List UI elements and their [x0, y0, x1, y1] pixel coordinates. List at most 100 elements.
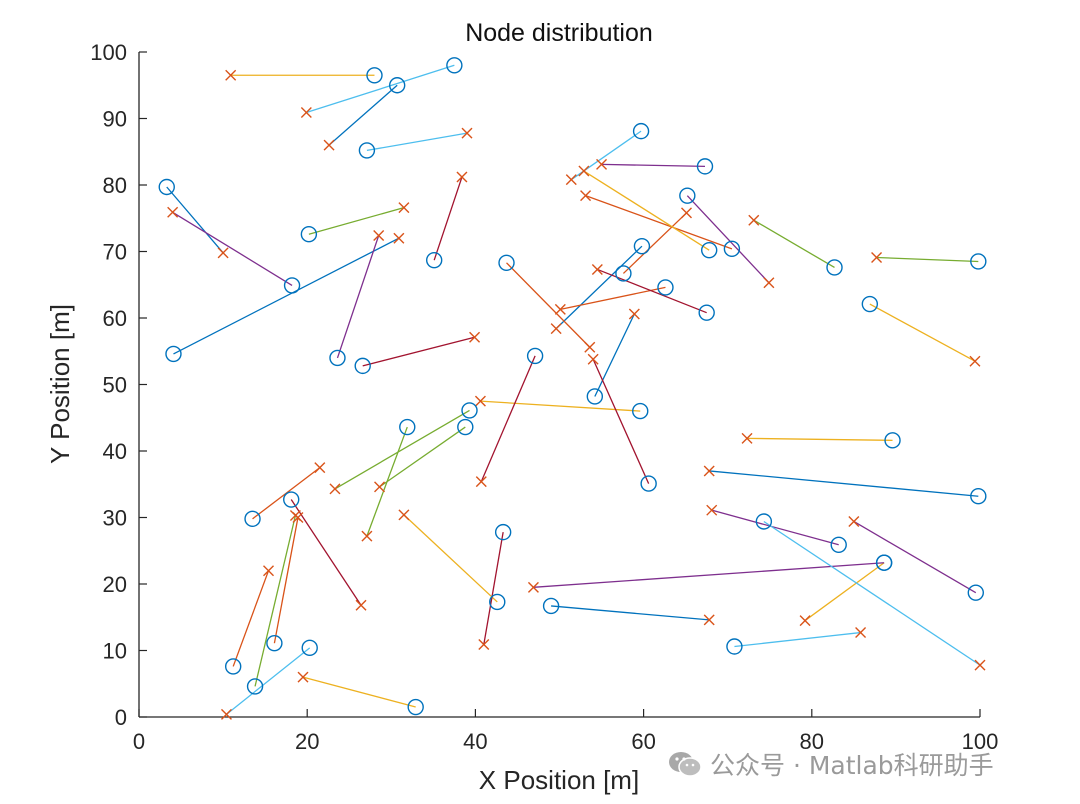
node-cross-marker — [527, 581, 539, 593]
node-circle-marker — [494, 523, 512, 541]
node-circle-marker — [679, 187, 696, 204]
node-circle-marker — [158, 178, 175, 196]
node-cross-marker — [628, 308, 640, 320]
node-circle-marker — [723, 240, 741, 258]
node-cross-marker — [848, 515, 860, 527]
node-cross-marker — [969, 355, 981, 367]
node-cross-marker — [220, 708, 232, 720]
wechat-icon — [669, 752, 702, 777]
node-cross-marker — [323, 139, 335, 151]
link-line — [232, 570, 270, 667]
node-circle-marker — [461, 402, 478, 419]
node-circle-marker — [354, 357, 371, 375]
link-line — [560, 286, 666, 310]
node-cross-marker — [329, 483, 341, 495]
node-circle-marker — [884, 432, 901, 449]
node-circle-marker — [700, 241, 718, 259]
x-axis-title: X Position [m] — [479, 765, 639, 795]
node-cross-marker — [461, 127, 473, 139]
link-line — [362, 336, 475, 367]
node-cross-marker — [748, 214, 760, 226]
link-line — [334, 409, 470, 490]
node-cross-marker — [703, 614, 715, 626]
link-line — [290, 499, 362, 606]
node-cross-marker — [474, 395, 486, 407]
node-circle-marker — [542, 597, 560, 615]
node-circle-marker — [388, 77, 406, 94]
node-circle-marker — [657, 279, 674, 296]
node-circle-marker — [266, 634, 283, 652]
node-circle-marker — [301, 639, 318, 657]
node-cross-marker — [478, 639, 490, 651]
node-cross-marker — [225, 69, 237, 81]
node-circle-marker — [615, 265, 632, 282]
link-line — [555, 245, 643, 330]
node-circle-marker — [696, 158, 714, 175]
y-tick-label: 20 — [103, 572, 127, 597]
node-circle-marker — [640, 475, 657, 492]
node-circle-marker — [300, 226, 318, 243]
axis-ticks: 0 20 40 60 80 100 0 10 20 30 40 50 60 70 80 90 100 — [90, 40, 998, 754]
node-circle-marker — [698, 304, 715, 321]
node-cross-marker — [578, 165, 590, 177]
node-links — [166, 64, 981, 715]
link-line — [583, 170, 710, 251]
node-circle-marker — [861, 295, 879, 313]
node-circle-marker — [632, 402, 649, 420]
node-circle-marker — [755, 513, 773, 530]
node-circle-marker — [244, 510, 261, 528]
link-line — [366, 132, 468, 152]
node-circle-marker — [457, 418, 474, 436]
y-tick-label: 50 — [103, 373, 127, 398]
link-line — [622, 212, 687, 274]
node-cross-marker — [398, 202, 410, 214]
node-cross-marker — [871, 251, 883, 263]
node-circle-marker — [830, 536, 847, 553]
x-tick-label: 0 — [133, 729, 145, 754]
x-tick-label: 40 — [463, 729, 487, 754]
link-line — [254, 515, 297, 687]
link-line — [302, 676, 416, 708]
node-cross-marker — [398, 509, 410, 521]
node-circle-marker — [366, 67, 383, 84]
link-line — [173, 237, 400, 355]
link-line — [533, 562, 885, 588]
node-circle-marker — [526, 347, 544, 365]
chart-title: Node distribution — [465, 19, 653, 47]
x-tick-label: 60 — [631, 729, 655, 754]
node-circle-marker — [407, 698, 424, 716]
node-cross-marker — [373, 230, 385, 242]
node-circle-marker — [425, 251, 443, 269]
node-cross-marker — [300, 107, 312, 119]
watermark-text: 公众号 · Matlab科研助手 — [710, 751, 994, 780]
node-cross-marker — [584, 341, 596, 353]
node-circle-marker — [632, 122, 650, 140]
node-circle-marker — [826, 259, 843, 276]
link-line — [804, 562, 885, 622]
node-circle-marker — [970, 488, 987, 505]
node-cross-marker — [297, 671, 309, 683]
node-cross-marker — [706, 504, 718, 516]
y-tick-label: 100 — [90, 40, 127, 65]
link-line — [594, 313, 635, 397]
y-axis-title: Y Position [m] — [45, 304, 75, 464]
node-cross-marker — [974, 659, 986, 671]
link-line — [869, 303, 976, 362]
node-cross-marker — [591, 263, 603, 275]
link-line — [433, 176, 463, 261]
link-line — [747, 437, 893, 442]
node-cross-marker — [587, 353, 599, 365]
y-tick-label: 70 — [103, 240, 127, 265]
y-tick-label: 80 — [103, 173, 127, 198]
link-line — [853, 520, 977, 594]
node-circle-marker — [399, 418, 416, 436]
node-circle-marker — [498, 254, 515, 272]
link-line — [328, 84, 398, 146]
link-line — [686, 195, 770, 284]
node-cross-marker — [217, 247, 229, 259]
link-line — [480, 355, 536, 482]
node-cross-marker — [580, 190, 592, 202]
link-line — [753, 219, 835, 269]
link-line — [592, 358, 650, 484]
